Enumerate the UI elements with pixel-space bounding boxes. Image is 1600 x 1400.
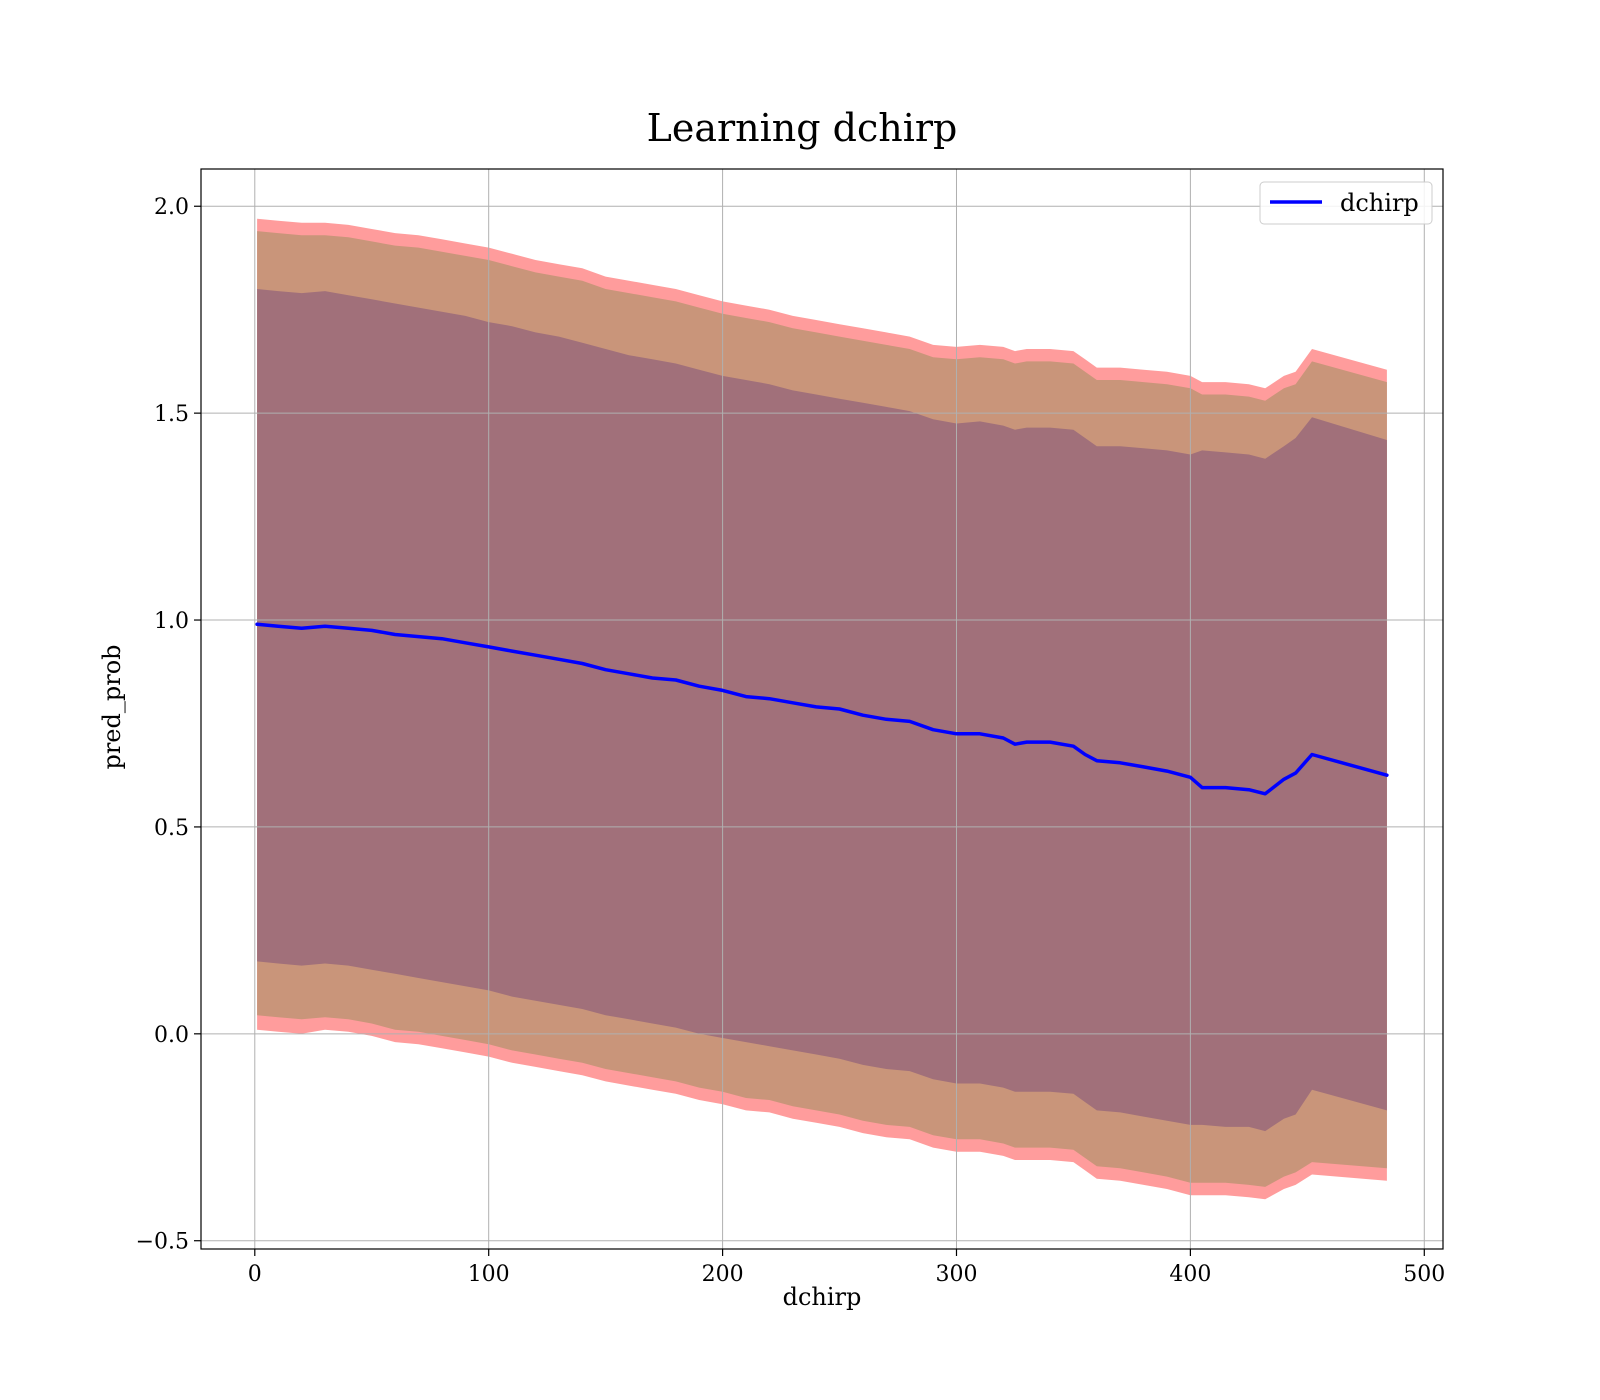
x-tick-label: 500 xyxy=(1403,1262,1445,1287)
y-tick-label: 1.5 xyxy=(154,402,189,427)
series-line-dchirp xyxy=(255,622,1389,796)
legend: dchirp xyxy=(1259,181,1433,225)
legend-box xyxy=(1259,181,1433,225)
y-axis-label: pred_prob xyxy=(98,644,126,769)
y-axis-ticks: −0.5 0.0 0.5 1.0 1.5 2.0 xyxy=(136,195,201,1255)
x-tick-label: 200 xyxy=(702,1262,744,1287)
x-tick-label: 300 xyxy=(935,1262,977,1287)
y-tick-label: 1.0 xyxy=(154,609,189,634)
series-lines xyxy=(255,622,1389,796)
y-tick-label: 2.0 xyxy=(154,195,189,220)
x-axis-ticks: 0 100 200 300 400 500 xyxy=(248,1249,1445,1287)
y-tick-label: 0.5 xyxy=(154,816,189,841)
x-axis-label: dchirp xyxy=(783,1283,862,1311)
x-tick-label: 400 xyxy=(1169,1262,1211,1287)
x-tick-label: 0 xyxy=(248,1262,262,1287)
x-tick-label: 100 xyxy=(468,1262,510,1287)
confidence-bands xyxy=(257,218,1387,1200)
y-tick-label: 0.0 xyxy=(154,1023,189,1048)
y-tick-label: −0.5 xyxy=(136,1230,189,1255)
plot-frame xyxy=(200,168,1444,1250)
chart-title: Learning dchirp xyxy=(647,106,958,150)
legend-label-dchirp: dchirp xyxy=(1340,189,1419,217)
grid xyxy=(201,169,1443,1249)
band-inner xyxy=(257,289,1387,1132)
